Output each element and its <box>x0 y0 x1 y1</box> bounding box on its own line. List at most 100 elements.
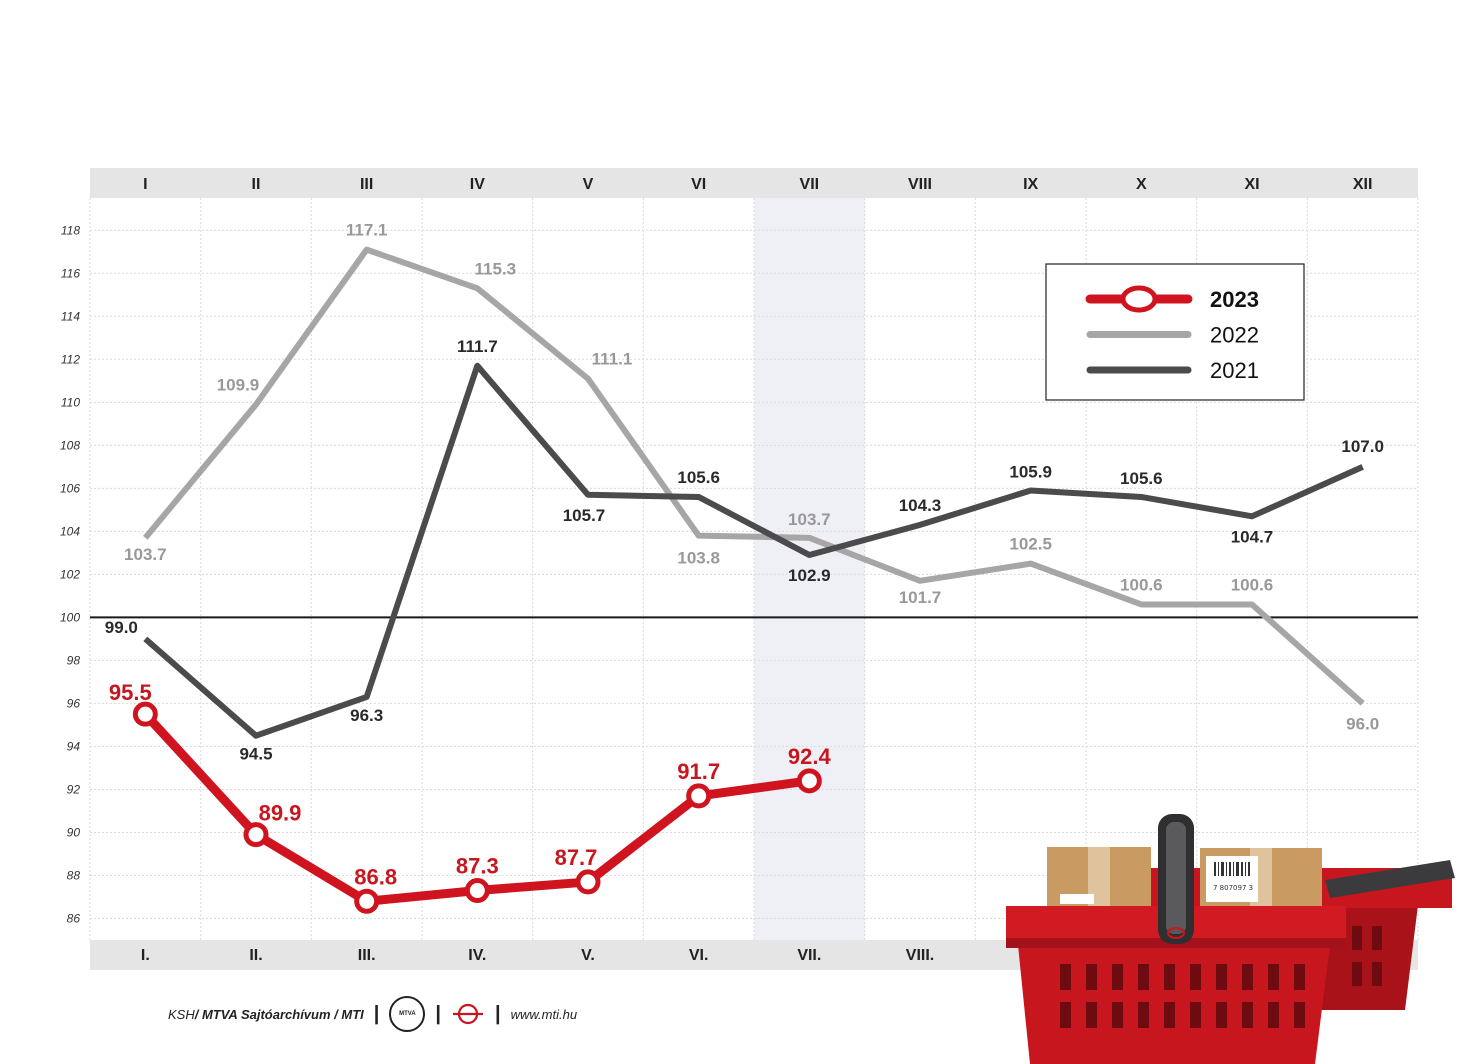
y-tick-label: 112 <box>61 352 80 366</box>
data-label-2021: 104.7 <box>1231 527 1274 546</box>
data-label-2021: 105.6 <box>677 468 720 487</box>
data-label-2022: 96.0 <box>1346 714 1379 733</box>
mti-logo-icon <box>452 1003 483 1025</box>
data-label-2021: 96.3 <box>350 706 383 725</box>
x-axis-top-labels: I II III IV V VI VII VIII IX X XI XII <box>143 176 1372 193</box>
y-tick-label: 118 <box>61 223 80 237</box>
x-tick-label-top: I <box>143 176 147 193</box>
y-tick-label: 94 <box>67 739 81 753</box>
data-label-2023: 89.9 <box>259 801 302 826</box>
data-label-2022: 100.6 <box>1231 575 1274 594</box>
data-label-2022: 103.7 <box>124 545 167 564</box>
data-label-2023: 92.4 <box>788 744 832 769</box>
series-point-2023 <box>354 888 380 914</box>
legend-label-2021: 2021 <box>1210 358 1259 383</box>
x-tick-label-top: X <box>1136 176 1147 193</box>
x-tick-label-bottom: III. <box>358 947 376 964</box>
y-tick-label: 86 <box>67 911 81 925</box>
x-tick-label-top: IV <box>470 176 485 193</box>
data-label-2022: 102.5 <box>1009 535 1052 554</box>
data-label-2021: 102.9 <box>788 566 831 585</box>
source-prefix: KSH <box>168 1006 195 1022</box>
y-tick-label: 116 <box>61 266 80 280</box>
series-point-2023 <box>686 783 712 809</box>
x-tick-label-bottom: V. <box>581 947 595 964</box>
data-label-2021: 99.0 <box>105 618 138 637</box>
y-tick-label: 98 <box>67 653 81 667</box>
y-tick-label: 108 <box>60 438 80 452</box>
x-tick-label-top: VII <box>800 176 820 193</box>
source-main: / MTVA Sajtóarchívum / MTI <box>194 1006 364 1022</box>
y-tick-label: 100 <box>60 610 80 624</box>
x-tick-label-top: XII <box>1353 176 1373 193</box>
x-tick-label-bottom: VIII. <box>906 947 934 964</box>
x-tick-label-top: IX <box>1023 176 1038 193</box>
data-label-2021: 105.7 <box>563 506 606 525</box>
series-point-2023 <box>796 768 822 794</box>
x-tick-label-bottom: VI. <box>689 947 709 964</box>
data-label-2021: 111.7 <box>457 337 498 356</box>
data-label-2023: 87.3 <box>456 854 499 879</box>
data-label-2021: 105.6 <box>1120 469 1163 488</box>
source-url[interactable]: www.mti.hu <box>510 1006 578 1022</box>
series-point-2023 <box>464 878 490 904</box>
y-axis-ticks: 118 116 114 112 110 108 106 104 102 100 98 96 94 92 90… <box>60 223 80 925</box>
y-tick-label: 92 <box>67 782 81 796</box>
y-tick-label: 106 <box>60 481 80 495</box>
data-label-2022: 117.1 <box>346 221 388 240</box>
x-tick-label-bottom: I. <box>141 947 150 964</box>
legend-label-2022: 2022 <box>1210 323 1259 348</box>
x-tick-label-top: III <box>360 176 373 193</box>
data-label-2023: 91.7 <box>677 759 720 784</box>
x-tick-label-top: VI <box>691 176 706 193</box>
footer: KSH / MTVA Sajtóarchívum / MTI | MTVA | … <box>168 996 578 1032</box>
mtva-logo: MTVA <box>389 996 426 1032</box>
data-label-2021: 104.3 <box>899 496 942 515</box>
data-label-2021: 107.0 <box>1341 437 1384 456</box>
data-label-2022: 100.6 <box>1120 575 1163 594</box>
series-point-2023 <box>243 822 269 848</box>
x-tick-label-bottom: IV. <box>468 947 486 964</box>
barcode-text: 7 807097 3 <box>1213 884 1253 892</box>
y-tick-label: 88 <box>67 868 81 882</box>
legend: 2023 2022 2021 <box>1045 263 1305 401</box>
y-tick-label: 110 <box>61 395 80 409</box>
highlight-column <box>754 198 865 940</box>
legend-marker-2023 <box>1120 285 1158 313</box>
shopping-basket-icon: 7 807097 3 <box>1006 814 1455 1064</box>
series-point-2023 <box>132 701 158 727</box>
x-axis-bottom-labels: I. II. III. IV. V. VI. VII. VIII. <box>141 947 934 964</box>
y-tick-label: 102 <box>60 567 80 581</box>
x-tick-label-top: II <box>252 176 261 193</box>
x-tick-label-bottom: II. <box>249 947 262 964</box>
y-tick-label: 96 <box>67 696 81 710</box>
data-label-2022: 109.9 <box>217 375 260 394</box>
series-line-2021 <box>143 362 1364 739</box>
data-label-2021: 94.5 <box>239 745 272 764</box>
legend-label-2023: 2023 <box>1210 287 1259 312</box>
data-label-2022: 111.1 <box>592 350 633 369</box>
chart-series: 103.7 109.9 117.1 115.3 111.1 103.8 103.7 101.7… <box>105 221 1384 914</box>
x-tick-label-top: V <box>583 176 594 193</box>
x-tick-label-top: XI <box>1244 176 1259 193</box>
y-tick-label: 114 <box>61 309 80 323</box>
y-tick-label: 90 <box>67 825 81 839</box>
data-label-2022: 101.7 <box>899 588 942 607</box>
data-label-2022: 115.3 <box>475 259 517 278</box>
data-label-2023: 87.7 <box>555 845 598 870</box>
data-label-2021: 105.9 <box>1009 462 1052 481</box>
footer-separator: | <box>435 1002 441 1025</box>
x-tick-label-bottom: VII. <box>797 947 821 964</box>
data-label-2023: 95.5 <box>109 680 152 705</box>
data-label-2022: 103.7 <box>788 510 831 529</box>
x-tick-label-top: VIII <box>908 176 932 193</box>
y-tick-label: 104 <box>60 524 80 538</box>
data-label-2022: 103.8 <box>677 549 720 568</box>
series-point-2023 <box>575 869 601 895</box>
data-label-2023: 86.8 <box>354 864 397 889</box>
series-line-2022 <box>143 246 1365 706</box>
footer-separator: | <box>494 1002 501 1025</box>
footer-separator: | <box>373 1002 380 1025</box>
top-label-band <box>90 168 1418 198</box>
